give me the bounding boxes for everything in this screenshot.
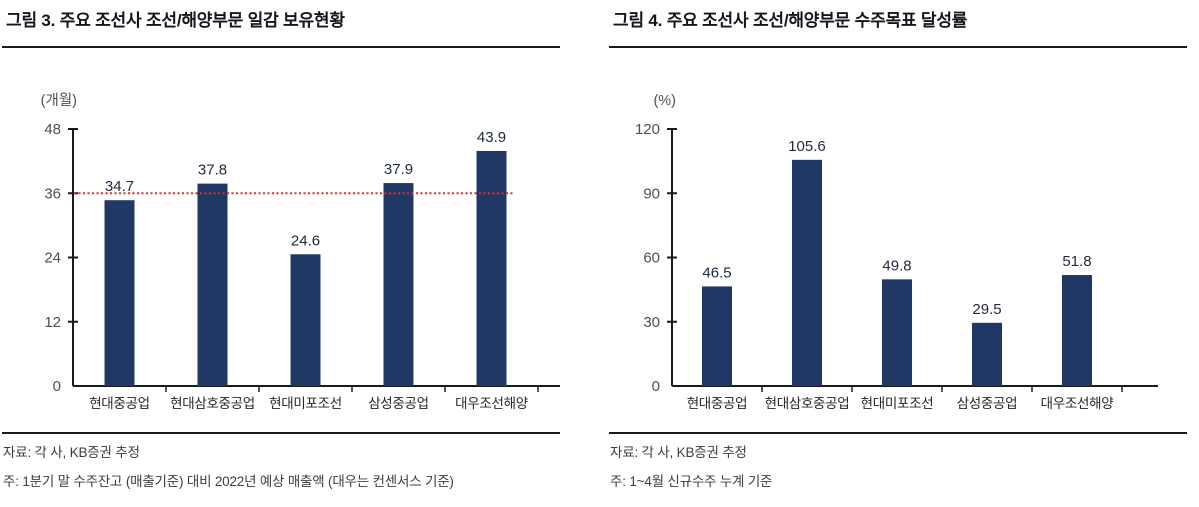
category-label: 현대중공업 — [89, 396, 150, 411]
y-tick-label: 0 — [53, 378, 61, 395]
value-label: 29.5 — [972, 301, 1001, 318]
value-label: 37.9 — [384, 161, 413, 178]
category-label: 삼성중공업 — [957, 396, 1018, 411]
category-label: 현대미포조선 — [269, 396, 342, 411]
category-label: 현대삼호중공업 — [170, 396, 255, 411]
y-tick-label: 60 — [643, 250, 660, 267]
value-label: 49.8 — [882, 257, 911, 274]
bar-현대삼호중공업 — [197, 183, 228, 387]
value-label: 46.5 — [702, 265, 731, 282]
figure-3-bar-chart: (개월) 0 12 24 36 48 현대중공업 현대삼호중공업 현대미포조선 삼성중공업 대우조선… — [41, 92, 560, 411]
bar-대우조선해양 — [476, 151, 507, 387]
figure-4-bar-chart: (%) 0 30 60 90 120 현대중공업 현대삼호중공업 현대미포조선 삼성중공업 대우조선… — [635, 93, 1158, 411]
value-label: 34.7 — [105, 178, 134, 195]
figure-4-footer: 자료: 각 사, KB증권 추정 주: 1~4월 신규수주 누계 기준 — [609, 432, 1187, 490]
value-label: 24.6 — [291, 232, 320, 249]
y-tick-label: 90 — [643, 185, 660, 202]
figure-4-source: 자료: 각 사, KB증권 추정 — [610, 445, 747, 461]
y-axis-unit-label: (개월) — [41, 92, 77, 109]
category-label: 현대중공업 — [687, 396, 748, 411]
figure-3-footer: 자료: 각 사, KB증권 추정 주: 1분기 말 수주잔고 (매출기준) 대비… — [2, 432, 560, 490]
category-label: 현대미포조선 — [861, 396, 934, 411]
y-tick-label: 12 — [44, 314, 61, 331]
value-label: 51.8 — [1062, 253, 1091, 270]
category-label: 대우조선해양 — [1041, 396, 1114, 411]
y-tick-label: 120 — [635, 121, 660, 138]
bar-대우조선해양 — [1062, 275, 1092, 387]
figure-4-header: 그림 4. 주요 조선사 조선/해양부문 수주목표 달성률 — [609, 8, 1187, 49]
bar-삼성중공업 — [383, 183, 414, 387]
y-tick-label: 24 — [44, 250, 61, 267]
category-label: 대우조선해양 — [455, 396, 528, 411]
bar-현대중공업 — [104, 200, 135, 387]
value-label: 43.9 — [477, 129, 506, 146]
y-tick-label: 36 — [44, 185, 61, 202]
category-label: 현대삼호중공업 — [765, 396, 850, 411]
figure-4: 그림 4. 주요 조선사 조선/해양부문 수주목표 달성률 (%) 0 30 60 90… — [609, 8, 1187, 490]
figure-3-source: 자료: 각 사, KB증권 추정 — [3, 445, 140, 461]
y-tick-label: 0 — [652, 378, 660, 395]
y-tick-label: 48 — [44, 121, 61, 138]
bar-현대삼호중공업 — [792, 159, 822, 387]
y-tick-label: 30 — [643, 314, 660, 331]
figure-3-title: 그림 3. 주요 조선사 조선/해양부문 일감 보유현황 — [6, 11, 345, 30]
figure-4-title: 그림 4. 주요 조선사 조선/해양부문 수주목표 달성률 — [613, 11, 968, 30]
value-label: 105.6 — [788, 138, 826, 155]
bar-현대미포조선 — [882, 279, 912, 387]
y-axis-unit-label: (%) — [653, 93, 676, 109]
figure-3-note: 주: 1분기 말 수주잔고 (매출기준) 대비 2022년 예상 매출액 (대우… — [3, 474, 454, 490]
value-label: 37.8 — [198, 162, 227, 179]
category-label: 삼성중공업 — [368, 396, 429, 411]
bar-삼성중공업 — [972, 322, 1002, 387]
bar-현대중공업 — [702, 286, 732, 387]
figure-4-note: 주: 1~4월 신규수주 누계 기준 — [610, 474, 773, 490]
bar-현대미포조선 — [290, 254, 321, 387]
figure-3-header: 그림 3. 주요 조선사 조선/해양부문 일감 보유현황 — [2, 8, 560, 49]
figure-3: 그림 3. 주요 조선사 조선/해양부문 일감 보유현황 (개월) 0 12 24 36… — [2, 8, 560, 490]
